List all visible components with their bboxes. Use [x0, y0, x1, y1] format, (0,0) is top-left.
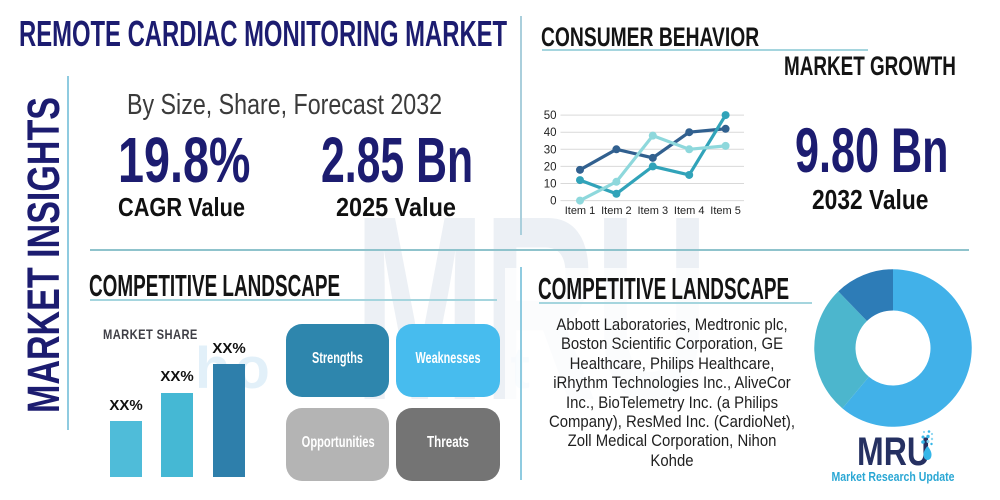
svg-text:0: 0 — [550, 196, 556, 208]
svg-text:50: 50 — [544, 110, 557, 122]
svg-text:10: 10 — [544, 179, 557, 191]
svg-text:30: 30 — [544, 144, 557, 156]
svg-text:Item 5: Item 5 — [710, 205, 741, 217]
svg-text:Item 4: Item 4 — [674, 205, 705, 217]
svg-text:40: 40 — [544, 127, 557, 139]
svg-text:Item 1: Item 1 — [565, 205, 596, 217]
svg-text:20: 20 — [544, 161, 557, 173]
svg-text:Item 2: Item 2 — [601, 205, 632, 217]
svg-text:Item 3: Item 3 — [638, 205, 669, 217]
